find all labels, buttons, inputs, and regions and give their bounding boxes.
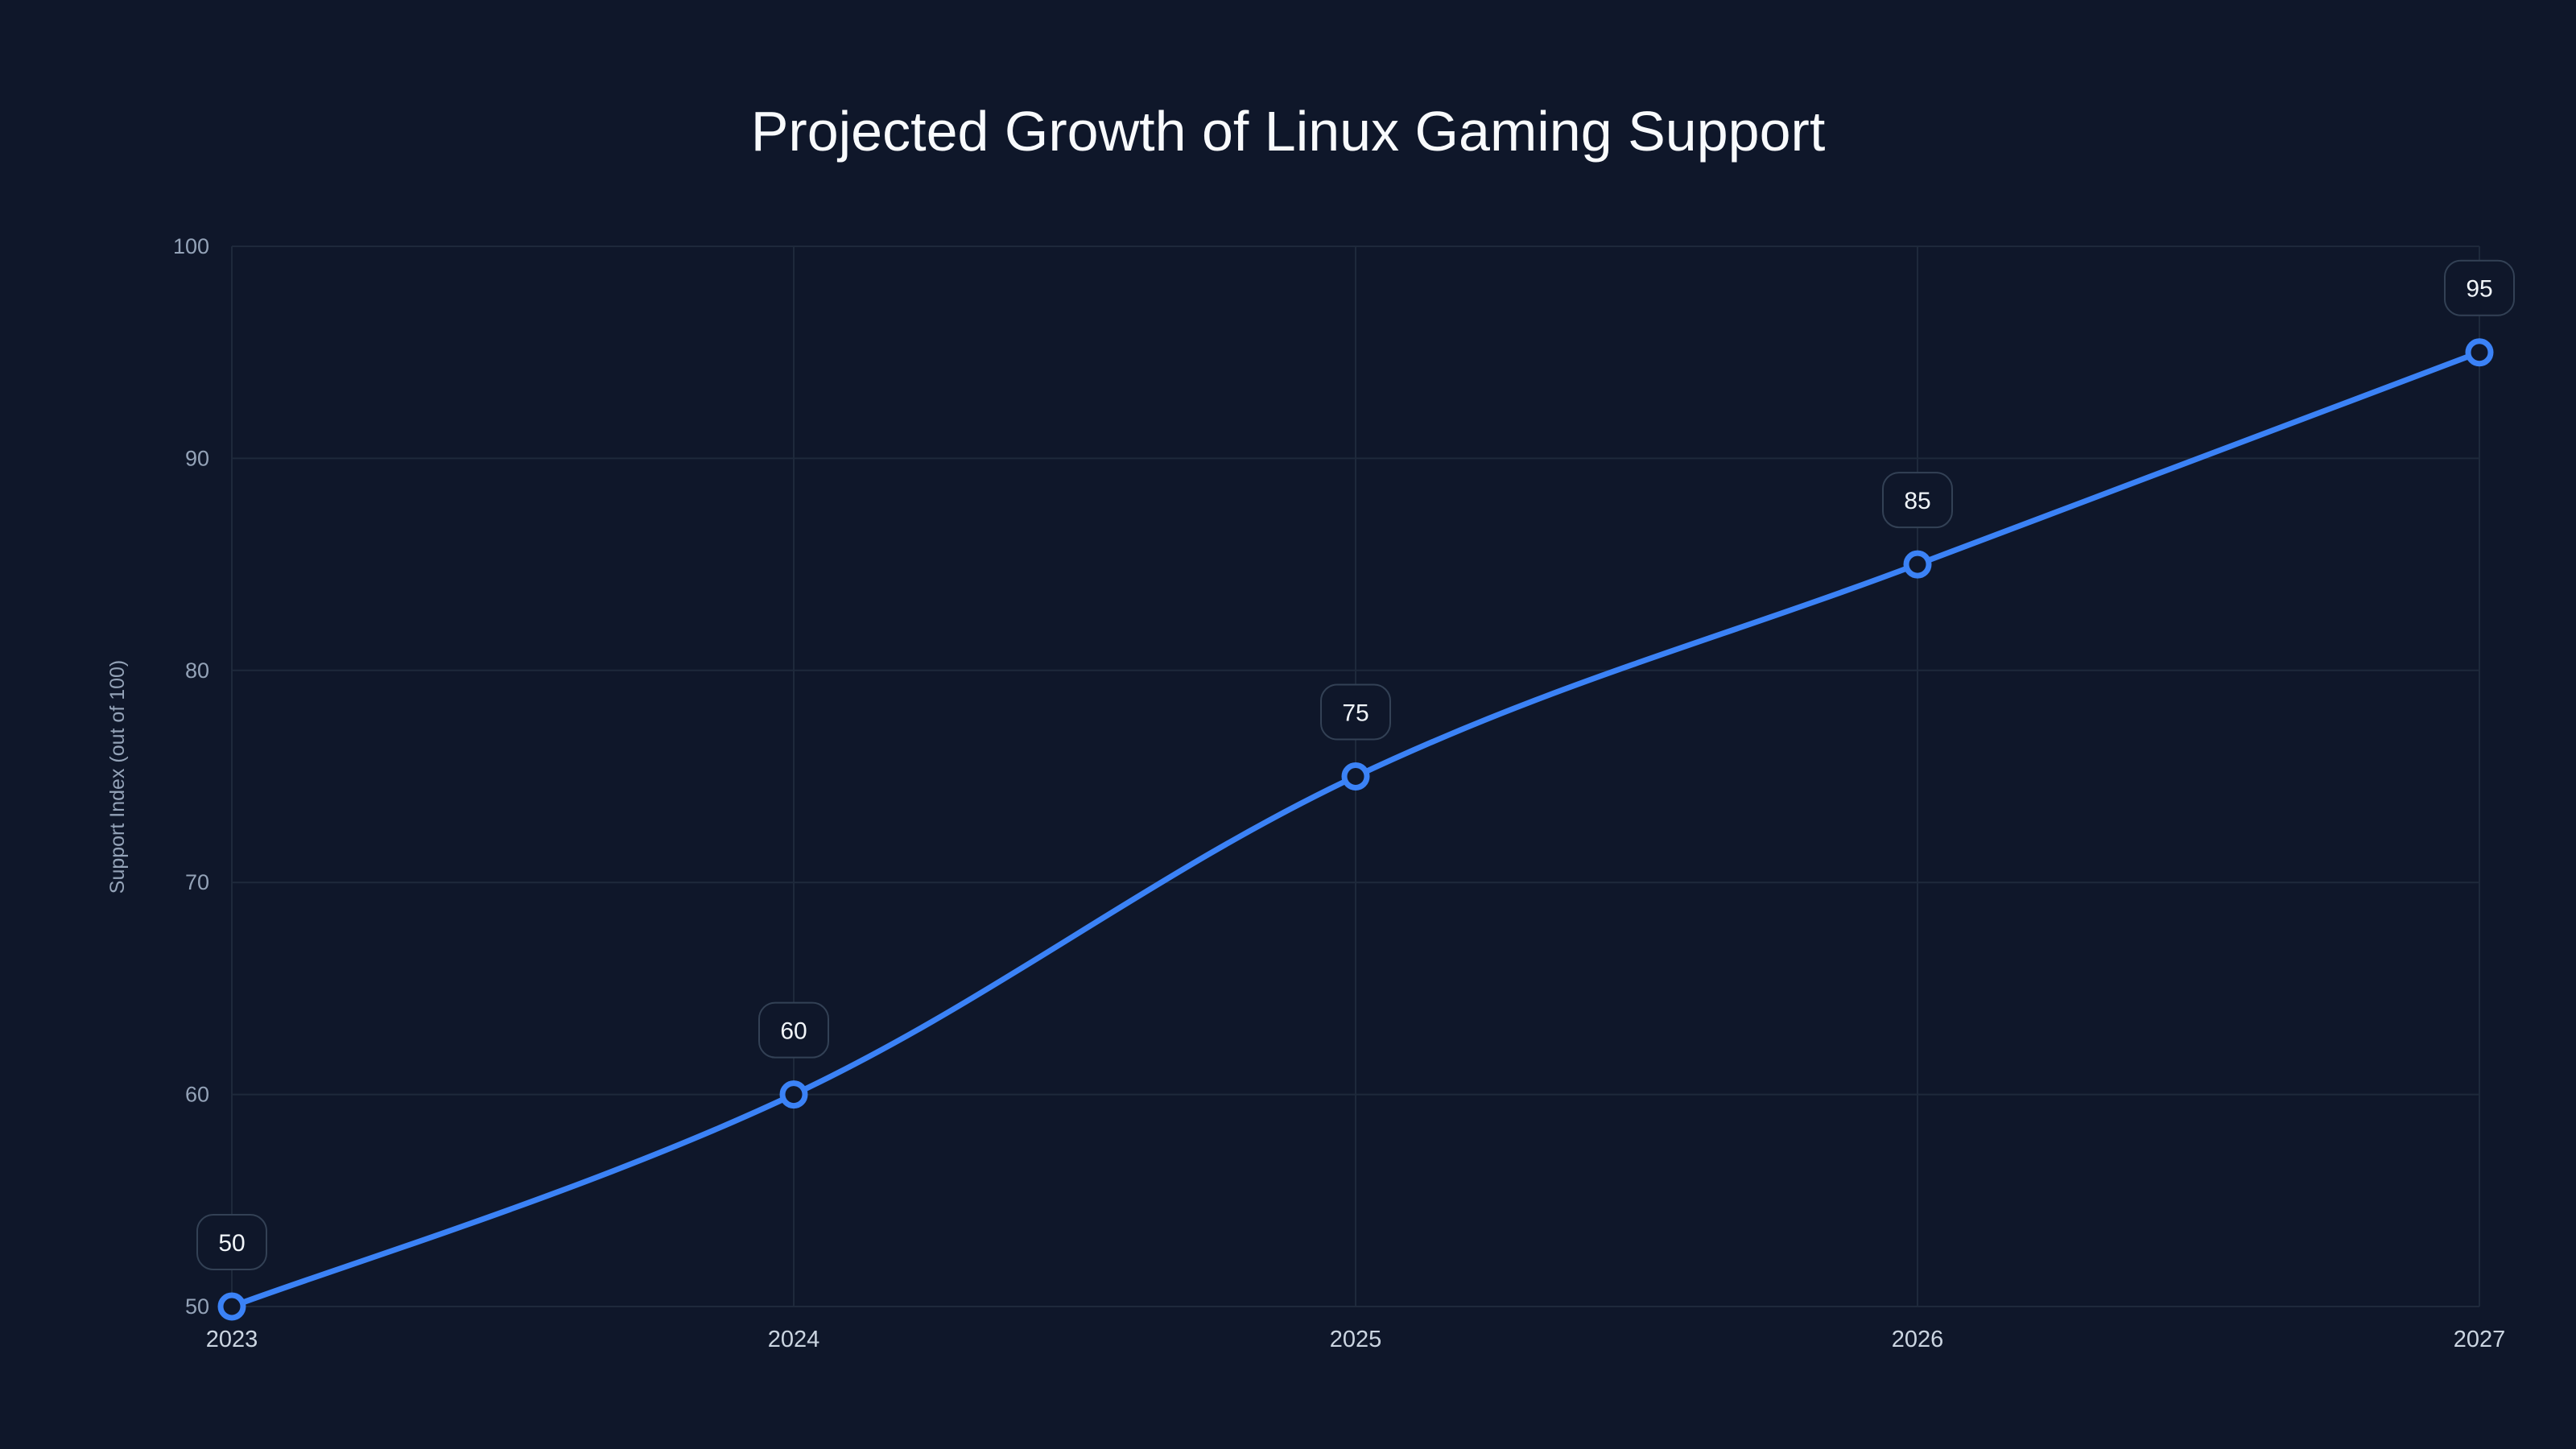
x-axis-ticks: 2023 2024 2025 2026 2027 <box>206 1327 2506 1352</box>
x-tick-label: 2027 <box>2454 1327 2506 1352</box>
data-label: 95 <box>2466 276 2492 303</box>
y-tick-label: 80 <box>185 658 209 683</box>
y-tick-label: 60 <box>185 1083 209 1107</box>
x-tick-label: 2026 <box>1892 1327 1944 1352</box>
data-point <box>1341 762 1370 791</box>
y-tick-label: 70 <box>185 870 209 894</box>
chart-title: Projected Growth of Linux Gaming Support <box>751 100 1826 163</box>
data-labels: 50 60 75 85 95 <box>196 259 2515 1270</box>
data-points <box>217 338 2494 1321</box>
x-tick-label: 2023 <box>206 1327 258 1352</box>
y-tick-label: 50 <box>185 1294 209 1319</box>
y-axis-ticks: 50 60 70 80 90 100 <box>173 234 209 1319</box>
y-axis-title: Support Index (out of 100) <box>106 660 129 894</box>
y-tick-label: 100 <box>173 234 209 258</box>
gridlines <box>231 246 2480 1307</box>
data-point <box>1903 550 1932 579</box>
x-tick-label: 2024 <box>768 1327 820 1352</box>
data-label-box <box>196 1214 267 1270</box>
data-label-box <box>1882 472 1953 529</box>
data-point <box>217 1292 246 1321</box>
data-label-box <box>1320 683 1391 741</box>
data-label: 85 <box>1904 488 1930 514</box>
data-point <box>779 1080 808 1109</box>
y-tick-label: 90 <box>185 446 209 470</box>
x-tick-label: 2025 <box>1330 1327 1382 1352</box>
data-label-box <box>2444 259 2515 316</box>
data-label: 60 <box>780 1018 807 1045</box>
data-label-box <box>758 1001 829 1059</box>
data-point <box>2465 338 2494 367</box>
data-label: 75 <box>1342 700 1368 727</box>
data-label: 50 <box>218 1230 245 1257</box>
